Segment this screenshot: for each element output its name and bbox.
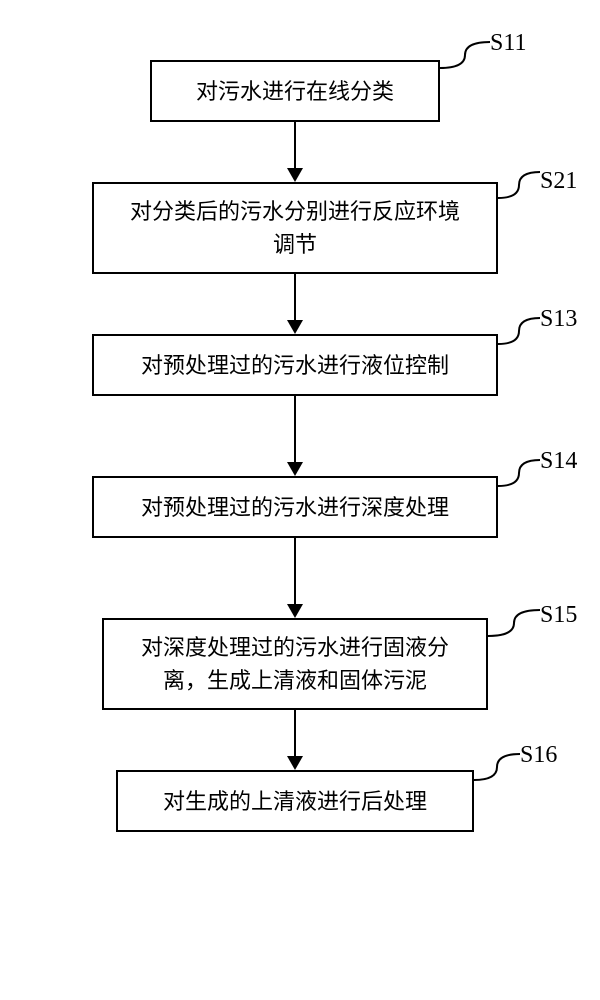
flow-step-text: 对深度处理过的污水进行固液分 <box>141 631 449 664</box>
connector-curve <box>493 455 545 491</box>
flow-step-box: 对预处理过的污水进行深度处理 <box>92 476 498 538</box>
flow-step-text: 离，生成上清液和固体污泥 <box>163 664 427 697</box>
flow-step-box: 对污水进行在线分类 <box>150 60 440 122</box>
flow-step-text: 对预处理过的污水进行深度处理 <box>141 491 449 524</box>
flow-arrow <box>285 396 305 476</box>
connector-curve <box>469 749 525 785</box>
flow-arrow <box>285 274 305 334</box>
flow-step-text: 对污水进行在线分类 <box>196 75 394 108</box>
flow-step-box: 对生成的上清液进行后处理 <box>116 770 474 832</box>
flow-step-label: S21 <box>540 168 577 195</box>
connector-curve <box>493 313 545 349</box>
flow-arrow <box>285 710 305 770</box>
connector-curve <box>483 605 545 641</box>
flow-step-text: 对预处理过的污水进行液位控制 <box>141 349 449 382</box>
flow-step-text: 对分类后的污水分别进行反应环境 <box>130 195 460 228</box>
flow-step-box: 对分类后的污水分别进行反应环境调节 <box>92 182 498 274</box>
flow-step-text: 调节 <box>273 228 317 261</box>
flow-step-label: S15 <box>540 602 577 629</box>
flow-arrow <box>285 122 305 182</box>
flow-arrow <box>285 538 305 618</box>
flow-step-text: 对生成的上清液进行后处理 <box>163 785 427 818</box>
flow-step-label: S14 <box>540 448 577 475</box>
flow-step-label: S13 <box>540 306 577 333</box>
connector-curve <box>493 167 545 203</box>
connector-curve <box>435 37 495 73</box>
flow-step-label: S16 <box>520 742 557 769</box>
flow-step-box: 对预处理过的污水进行液位控制 <box>92 334 498 396</box>
flow-step-box: 对深度处理过的污水进行固液分离，生成上清液和固体污泥 <box>102 618 488 710</box>
flow-step-label: S11 <box>490 30 526 57</box>
